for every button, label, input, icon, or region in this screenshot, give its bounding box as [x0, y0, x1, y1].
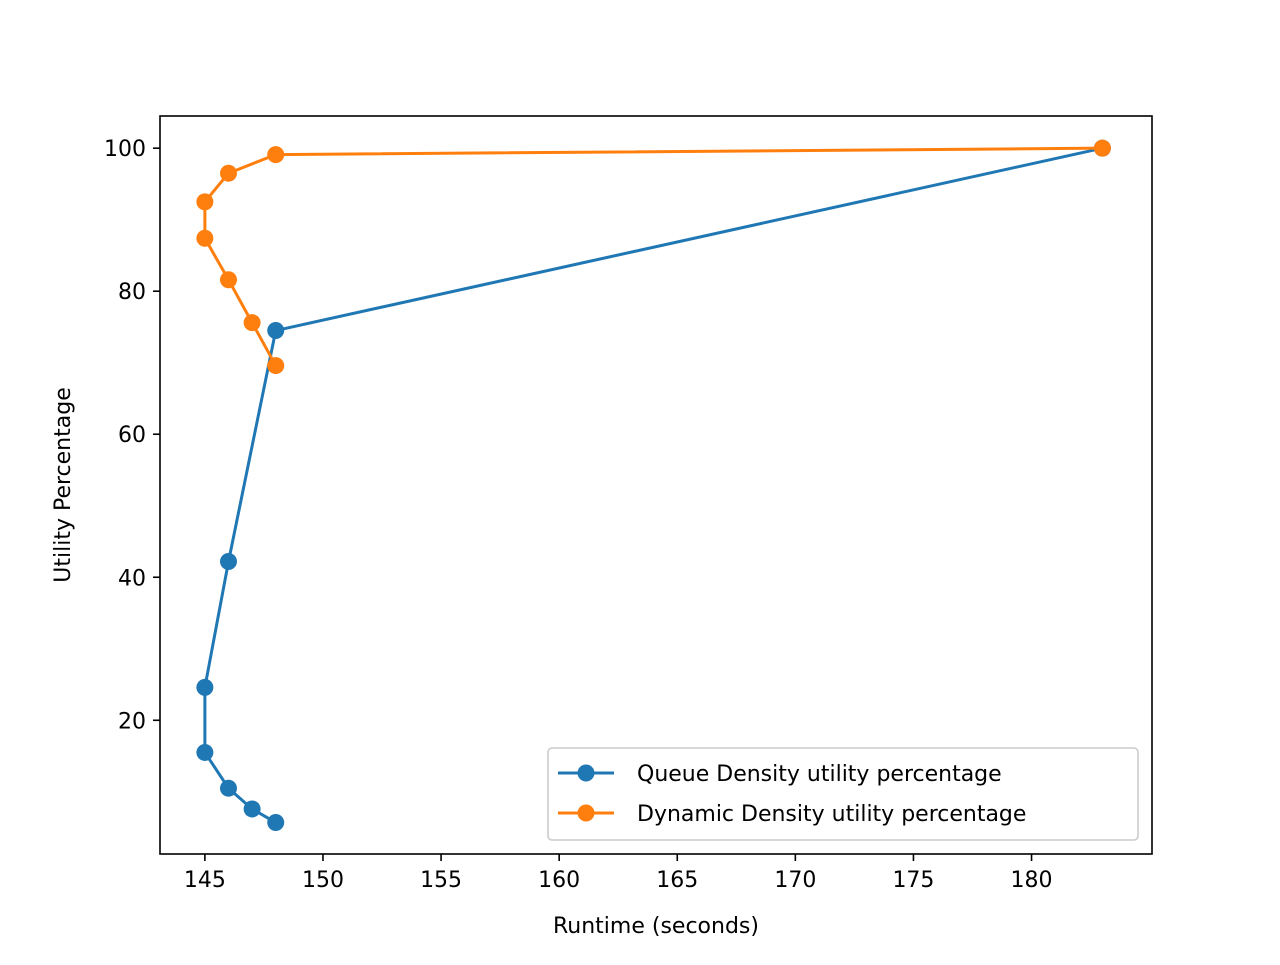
y-tick-label: 100 [104, 137, 146, 162]
x-axis-ticks: 145 150 155 160 165 170 175 180 [184, 854, 1053, 893]
x-tick-label: 145 [184, 868, 226, 893]
data-point [219, 164, 237, 182]
y-tick-label: 80 [118, 280, 146, 305]
y-tick-label: 40 [118, 566, 146, 591]
data-point [219, 779, 237, 797]
data-point [219, 271, 237, 289]
legend-label: Queue Density utility percentage [637, 762, 1002, 787]
data-point [1093, 139, 1111, 157]
data-point [196, 229, 214, 247]
y-axis-ticks: 20 40 60 80 100 [104, 137, 160, 734]
legend-item: Dynamic Density utility percentage [558, 802, 1026, 827]
x-tick-label: 175 [892, 868, 934, 893]
y-axis-label: Utility Percentage [51, 387, 76, 582]
legend-box [547, 747, 1139, 841]
data-point [196, 743, 214, 761]
legend-marker [577, 804, 595, 822]
x-axis-label: Runtime (seconds) [553, 914, 759, 939]
legend-marker [577, 764, 595, 782]
series-1 [196, 139, 1111, 832]
data-point [267, 322, 285, 340]
data-point [267, 814, 285, 832]
data-point [243, 800, 261, 818]
x-tick-label: 150 [302, 868, 344, 893]
data-point [196, 193, 214, 211]
data-point [243, 314, 261, 332]
data-point [267, 146, 285, 164]
axes-frame [159, 115, 1153, 855]
legend: Queue Density utility percentage Dynamic … [547, 747, 1139, 841]
legend-item: Queue Density utility percentage [558, 762, 1002, 787]
x-tick-label: 180 [1011, 868, 1053, 893]
series-2 [196, 139, 1111, 375]
x-tick-label: 165 [656, 868, 698, 893]
data-point [267, 357, 285, 375]
y-tick-label: 60 [118, 423, 146, 448]
data-point [196, 678, 214, 696]
legend-label: Dynamic Density utility percentage [637, 802, 1026, 827]
plot-area [159, 115, 1153, 855]
x-tick-label: 170 [774, 868, 816, 893]
series-layer [196, 139, 1111, 832]
data-point [219, 553, 237, 571]
y-tick-label: 20 [118, 709, 146, 734]
x-tick-label: 160 [538, 868, 580, 893]
x-tick-label: 155 [420, 868, 462, 893]
